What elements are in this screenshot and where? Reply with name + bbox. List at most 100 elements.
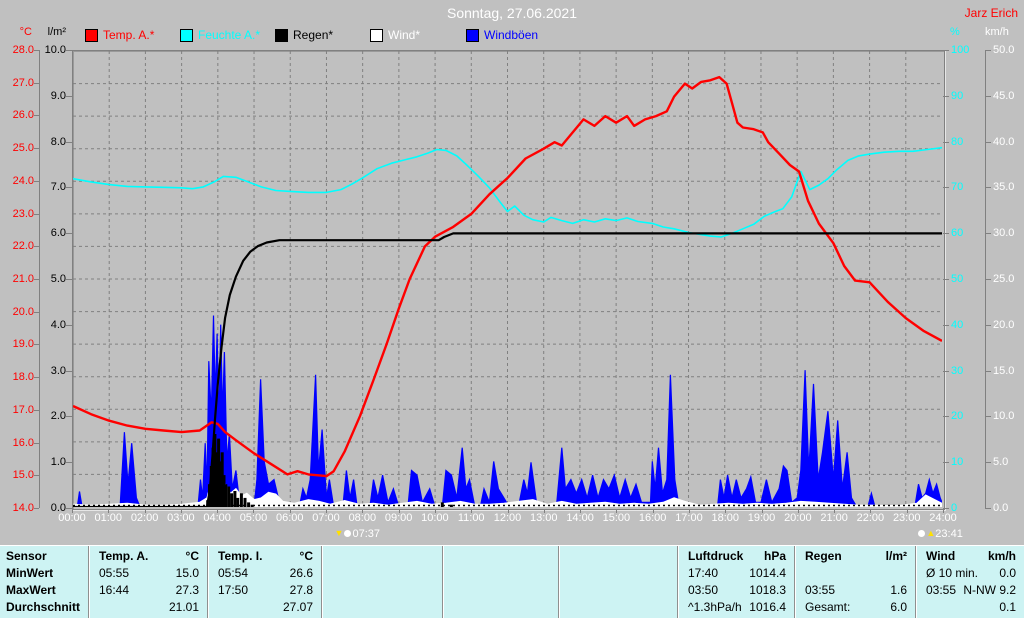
humidity-axis-tick xyxy=(943,50,949,51)
table-cell-row: 21.01 xyxy=(89,599,207,616)
temp-axis-line xyxy=(39,50,40,508)
temp-axis-tick xyxy=(34,82,39,84)
table-cell-value: 27.8 xyxy=(289,583,313,597)
temp-axis-tick xyxy=(34,377,39,379)
x-axis-label: 13:00 xyxy=(530,512,558,524)
humidity-axis-tick xyxy=(943,324,949,326)
x-axis-tick xyxy=(362,509,364,513)
series-rain-rate-bar xyxy=(247,502,251,507)
x-axis-label: 21:00 xyxy=(820,512,848,524)
table-column-name: Temp. I. xyxy=(218,549,263,563)
table-cell-row xyxy=(443,582,558,599)
table-cell-row: 05:54 26.6 xyxy=(208,565,321,582)
rain-axis-tick-label: 2.0 xyxy=(50,410,66,423)
humidity-axis-tick xyxy=(943,187,949,189)
x-axis-label: 12:00 xyxy=(493,512,522,524)
temp-axis-tick xyxy=(34,279,39,280)
x-axis-label: 08:00 xyxy=(348,512,377,524)
temp-axis-tick-label: 22.0 xyxy=(12,240,34,253)
table-cell-row: 0.1 xyxy=(916,599,1024,616)
temp-axis-tick xyxy=(34,115,39,117)
temp-axis-tick-label: 19.0 xyxy=(12,338,34,351)
table-cell-time: 03:50 xyxy=(688,583,719,597)
x-axis-tick xyxy=(326,509,328,513)
rain-axis-tick xyxy=(66,95,72,97)
legend-swatch-icon xyxy=(180,28,193,42)
series-temp-a- xyxy=(73,75,942,478)
x-axis-label: 11:00 xyxy=(457,512,485,524)
table-cell-value: 27.07 xyxy=(282,600,313,614)
series-rain-rate-bar xyxy=(224,484,228,507)
wind-axis-tick xyxy=(985,141,991,143)
table-cell-row: 17:40 1014.4 xyxy=(678,565,794,582)
series-rain-rate-bar xyxy=(215,452,219,507)
x-axis-tick xyxy=(870,509,872,513)
rain-axis-tick-label: 7.0 xyxy=(50,181,66,194)
table-cell-row xyxy=(559,565,677,582)
humidity-axis-tick-label: 0 xyxy=(951,502,958,514)
humidity-axis-tick-label: 40 xyxy=(951,318,964,331)
series-rain-rate-bar xyxy=(227,486,231,507)
legend-item-5: Windböen xyxy=(466,28,538,42)
table-column-header: Temp. I. °C xyxy=(208,548,321,565)
humidity-axis-tick-label: 80 xyxy=(951,135,964,148)
wind-axis-tick xyxy=(985,95,991,97)
table-cell-row: 03:55 1.6 xyxy=(795,582,915,599)
temp-axis-tick-label: 16.0 xyxy=(12,436,34,449)
series-rain-rate-bar xyxy=(217,438,221,507)
x-axis-label: 18:00 xyxy=(711,512,740,524)
legend-swatch-icon xyxy=(275,28,288,42)
x-axis-label: 09:00 xyxy=(384,512,413,524)
rain-axis-tick xyxy=(66,324,72,326)
series-rain-rate-bar xyxy=(222,475,226,507)
legend-swatch-icon xyxy=(85,28,98,42)
legend-item-label: Temp. A.* xyxy=(103,28,155,42)
table-cell-value: N-NW 9.2 xyxy=(963,583,1016,597)
table-cell-time: 05:55 xyxy=(99,566,130,580)
table-cell-time: Ø 10 min. xyxy=(926,566,979,580)
x-axis-tick xyxy=(398,509,400,513)
table-cell-row: ^1.3hPa/h 1016.4 xyxy=(678,599,794,616)
temp-axis-tick xyxy=(34,508,39,509)
table-cell-time: 16:44 xyxy=(99,583,130,597)
humidity-axis-tick xyxy=(943,95,949,97)
series-rain-rate-bar xyxy=(243,497,247,507)
wind-axis-tick-label: 5.0 xyxy=(993,456,1009,469)
series-rain-rate-bar xyxy=(218,461,222,507)
temp-axis-tick xyxy=(34,50,39,51)
table-cell-row xyxy=(322,565,442,582)
x-axis-label: 15:00 xyxy=(602,512,631,524)
humidity-axis-tick-label: 70 xyxy=(951,181,964,194)
table-column-empty-3 xyxy=(442,546,558,618)
temp-axis-tick-label: 17.0 xyxy=(12,403,34,416)
x-axis-tick xyxy=(471,509,473,513)
plot-area[interactable] xyxy=(72,50,945,510)
x-axis-label: 20:00 xyxy=(784,512,812,524)
wind-axis-tick-label: 20.0 xyxy=(993,318,1015,331)
series-rain-rate-bar xyxy=(209,466,213,507)
humidity-axis-tick-label: 60 xyxy=(951,227,964,240)
x-axis-tick xyxy=(289,509,291,513)
table-cell-row xyxy=(322,599,442,616)
moon-icon xyxy=(344,530,352,537)
temp-axis-tick-label: 28.0 xyxy=(12,44,34,56)
summary-table: Sensor MinWert MaxWert Durchschnitt Temp. A.… xyxy=(0,545,1024,618)
table-cell-row: 05:55 15.0 xyxy=(89,565,207,582)
x-axis-label: 22:00 xyxy=(856,512,885,524)
legend: Temp. A.* Feuchte A.* Regen* Wind* Windböen xyxy=(0,28,1024,42)
table-cell-value: 0.1 xyxy=(999,600,1016,614)
legend-item-label: Regen* xyxy=(293,28,334,42)
wind-axis-tick-label: 25.0 xyxy=(993,273,1015,285)
wind-axis-line xyxy=(985,50,986,508)
table-cell-value: 1014.4 xyxy=(749,566,786,580)
series-rain-rate-bar xyxy=(233,491,237,507)
table-cell-row xyxy=(559,582,677,599)
wind-axis-tick-label: 15.0 xyxy=(993,364,1015,377)
x-axis-label: 14:00 xyxy=(566,512,594,524)
marker-moonrise: ▲ 23:41 xyxy=(917,527,963,540)
table-row-label: Durchschnitt xyxy=(6,600,81,614)
x-axis-label: 04:00 xyxy=(203,512,231,524)
rain-axis-tick-label: 10.0 xyxy=(44,44,66,56)
temp-axis-tick xyxy=(34,213,39,215)
table-cell-value: 1.6 xyxy=(890,583,907,597)
